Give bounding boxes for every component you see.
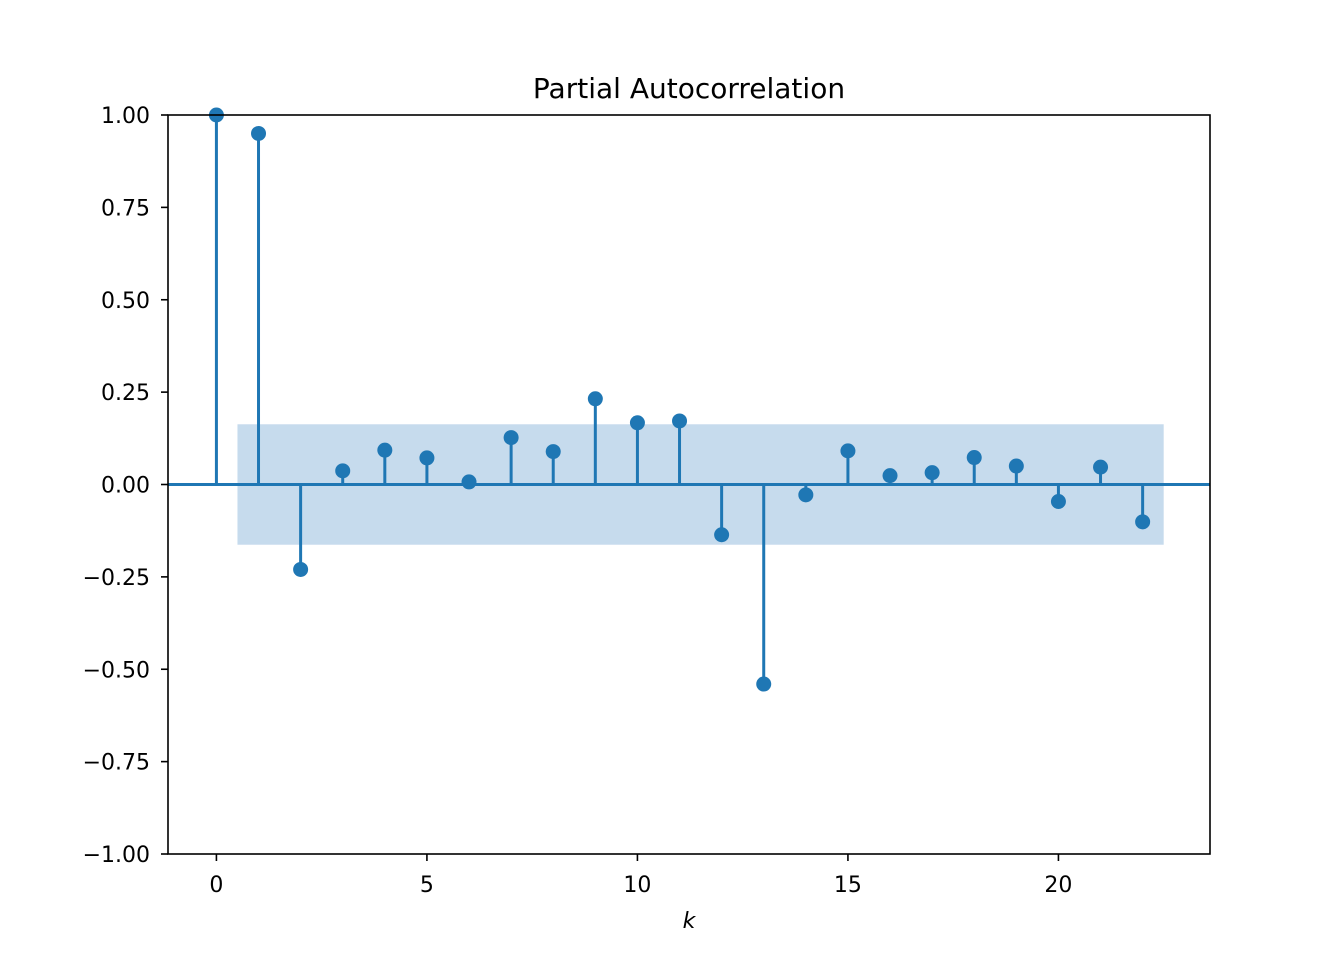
stem-marker <box>882 468 898 484</box>
y-tick-label: −0.75 <box>83 751 150 776</box>
stem-marker <box>377 442 393 458</box>
stem-marker <box>335 463 351 479</box>
y-tick-label: 1.00 <box>101 104 150 129</box>
stem-marker <box>1050 493 1066 509</box>
stem-marker <box>924 465 940 481</box>
stem-marker <box>545 444 561 460</box>
plot-area: 0 5 10 15 20 1.00 0.75 0.50 0.25 0.00 −0.25 −0.50 −0… <box>83 104 1211 898</box>
y-tick-label: 0.00 <box>101 474 150 499</box>
x-tick-label: 10 <box>623 873 651 898</box>
stem-marker <box>714 527 730 543</box>
stem-marker <box>293 561 309 577</box>
stem-marker <box>251 125 267 141</box>
stem-marker <box>756 676 772 692</box>
stem-marker <box>672 413 688 429</box>
y-tick-label: 0.25 <box>101 381 150 406</box>
x-axis-label: k <box>683 909 697 934</box>
y-tick-label: −1.00 <box>83 843 150 868</box>
chart-title: Partial Autocorrelation <box>533 72 845 105</box>
stem-marker <box>1093 459 1109 475</box>
stem-marker <box>966 450 982 466</box>
stem-marker <box>503 430 519 446</box>
y-tick-label: −0.25 <box>83 566 150 591</box>
y-tick-label: −0.50 <box>83 658 150 683</box>
y-tick-label: 0.50 <box>101 289 150 314</box>
stem-marker <box>840 443 856 459</box>
x-tick-label: 20 <box>1044 873 1072 898</box>
x-tick-label: 0 <box>209 873 223 898</box>
stem-marker <box>798 487 814 503</box>
stem-marker <box>587 391 603 407</box>
stem-marker <box>419 450 435 466</box>
stem-marker <box>1008 458 1024 474</box>
y-tick-label: 0.75 <box>101 196 150 221</box>
stem-marker <box>1135 514 1151 530</box>
x-tick-label: 5 <box>420 873 434 898</box>
stem-marker <box>461 474 477 490</box>
stem-marker <box>629 415 645 431</box>
x-tick-label: 15 <box>834 873 862 898</box>
